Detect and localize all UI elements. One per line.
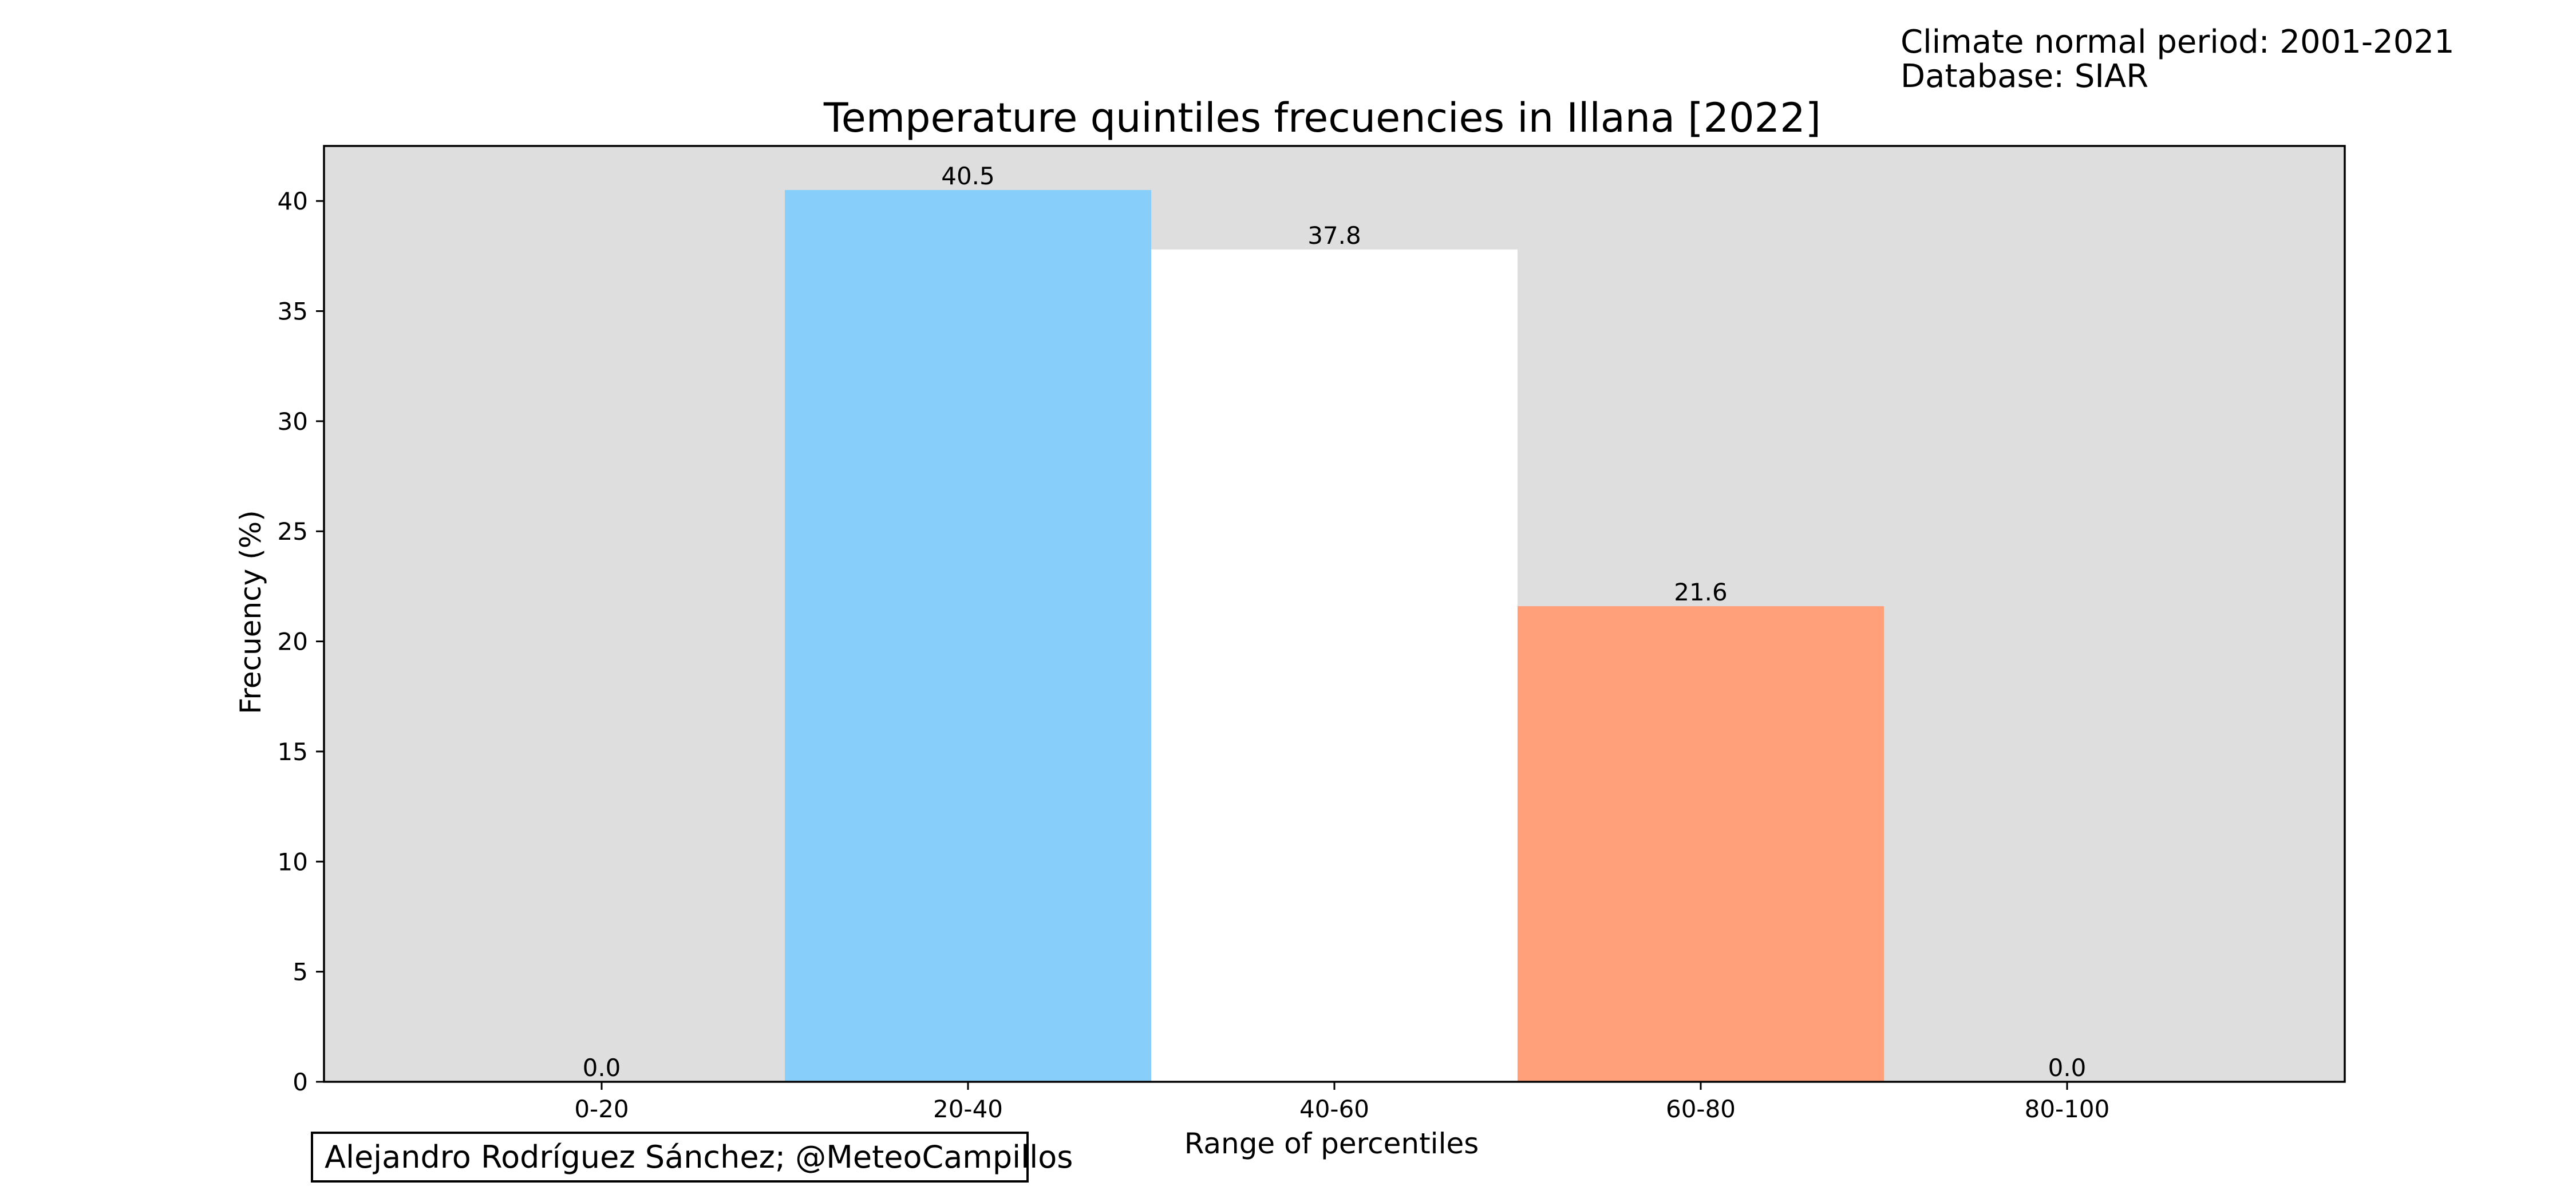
bar-value-label: 0.0: [2048, 1054, 2087, 1082]
x-tick-label: 0-20: [574, 1095, 629, 1123]
credit-box: Alejandro Rodríguez Sánchez; @MeteoCampi…: [311, 1132, 1073, 1183]
x-tick-label: 20-40: [933, 1095, 1003, 1123]
y-axis-label: Frecuency (%): [234, 510, 267, 714]
x-tick-label: 80-100: [2025, 1095, 2110, 1123]
y-tick-label: 10: [278, 848, 308, 876]
x-axis-label: Range of percentiles: [1184, 1127, 1479, 1160]
y-tick-label: 0: [293, 1068, 308, 1096]
bar-value-label: 0.0: [583, 1054, 621, 1082]
y-tick-label: 30: [278, 408, 308, 436]
y-tick-label: 15: [278, 738, 308, 766]
chart-title: Temperature quintiles frecuencies in Ill…: [823, 94, 1822, 141]
database-note: Database: SIAR: [1901, 58, 2149, 95]
x-tick-label: 60-80: [1666, 1095, 1736, 1123]
climate-normal-note: Climate normal period: 2001-2021: [1901, 23, 2455, 61]
bar-60-80: [1518, 606, 1884, 1082]
bar-40-60: [1151, 249, 1518, 1082]
y-tick-label: 25: [278, 517, 308, 545]
bar-value-label: 37.8: [1307, 222, 1361, 250]
y-tick-label: 5: [293, 958, 308, 986]
y-tick-label: 40: [278, 187, 308, 215]
bar-value-label: 40.5: [941, 162, 995, 190]
x-tick-label: 40-60: [1299, 1095, 1369, 1123]
bar-value-label: 21.6: [1674, 578, 1728, 606]
y-tick-label: 35: [278, 298, 308, 326]
y-tick-label: 20: [278, 628, 308, 656]
bar-20-40: [785, 189, 1151, 1082]
